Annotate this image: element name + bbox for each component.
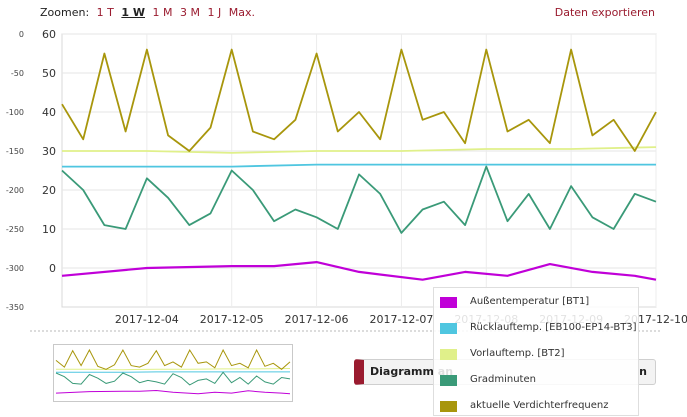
legend-label: Vorlauftemp. [BT2]: [470, 348, 565, 359]
y-left-tick-label: 0: [49, 262, 56, 275]
legend-label: Gradminuten: [470, 374, 536, 385]
navigator-series-line: [56, 350, 290, 369]
x-tick-label: 2017-12-04: [115, 313, 179, 326]
series-line-vorlauftemp: [62, 147, 656, 153]
legend-swatch: [440, 323, 457, 334]
y-right-tick-label: 0: [19, 30, 24, 39]
plot-area: [62, 34, 656, 307]
legend-label: Außentemperatur [BT1]: [470, 296, 589, 307]
y-left-tick-label: 40: [42, 106, 56, 119]
y-right-tick-label: -150: [6, 147, 24, 156]
y-left-tick-label: 30: [42, 145, 56, 158]
y-right-tick-label: -200: [6, 186, 24, 195]
series-line-ruecklauftemp: [62, 165, 656, 167]
legend-swatch: [440, 375, 457, 386]
y-right-tick-label: -100: [6, 108, 24, 117]
legend-swatch: [440, 401, 457, 412]
x-tick-label: 2017-12-06: [285, 313, 349, 326]
y-right-tick-label: -350: [6, 303, 24, 312]
navigator-series-line: [56, 372, 290, 385]
navigator-series-line: [56, 369, 290, 370]
series-line-gradminuten: [62, 167, 656, 233]
legend-swatch: [440, 297, 457, 308]
y-right-tick-label: -300: [6, 264, 24, 273]
y-left-tick-label: 10: [42, 223, 56, 236]
legend-swatch: [440, 349, 457, 360]
y-right-tick-label: -250: [6, 225, 24, 234]
x-tick-label: 2017-12-07: [369, 313, 433, 326]
series-line-aussentemperatur: [62, 262, 656, 280]
y-right-tick-label: -50: [11, 69, 24, 78]
y-left-tick-label: 60: [42, 28, 56, 41]
range-navigator[interactable]: [53, 344, 293, 402]
legend-label: aktuelle Verdichterfrequenz: [470, 400, 609, 411]
y-left-tick-label: 50: [42, 67, 56, 80]
navigator-series-line: [56, 391, 290, 394]
legend-label: Rücklauftemp. [EB100-EP14-BT3]: [470, 322, 637, 333]
chart-legend: Außentemperatur [BT1] Rücklauftemp. [EB1…: [433, 287, 639, 416]
series-line-verdichterfrequenz: [62, 50, 656, 151]
y-left-tick-label: 20: [42, 184, 56, 197]
x-tick-label: 2017-12-05: [200, 313, 264, 326]
diagram-button-label-end: n: [639, 360, 647, 384]
